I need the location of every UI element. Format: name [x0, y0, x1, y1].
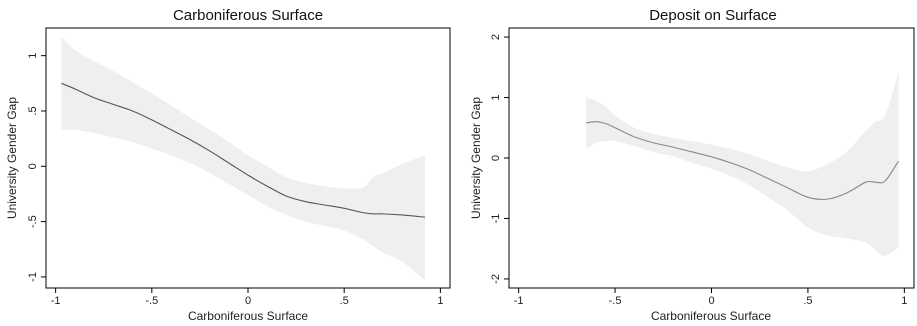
- fitted-line: [61, 82, 426, 218]
- y-axis-label: University Gender Gap: [469, 97, 483, 219]
- x-tick-label: .5: [340, 295, 349, 307]
- x-axis-label: Carboniferous Surface: [651, 309, 771, 323]
- y-tick-label: .5: [27, 106, 39, 115]
- y-tick-label: 0: [27, 163, 39, 169]
- y-tick-label: -1: [490, 214, 502, 224]
- x-tick-label: 1: [901, 295, 907, 307]
- x-tick-label: 1: [437, 295, 443, 307]
- y-tick-label: -2: [490, 274, 502, 284]
- y-axis-label: University Gender Gap: [5, 97, 19, 219]
- x-tick-label: -1: [514, 295, 524, 307]
- chart-deposit-on-surface: Deposit on Surface -1 -.5 0 .5 1 -2 -1 0 1 2 Carb…: [469, 7, 915, 323]
- y-tick-label: 0: [490, 155, 502, 161]
- x-tick-label: 0: [245, 295, 251, 307]
- x-axis-label: Carboniferous Surface: [188, 309, 308, 323]
- x-tick-label: -1: [51, 295, 61, 307]
- y-tick-label: 1: [490, 94, 502, 100]
- chart-title: Deposit on Surface: [649, 7, 777, 24]
- confidence-band: [61, 36, 425, 281]
- x-tick-label: 0: [708, 295, 714, 307]
- y-tick-label: -1: [27, 272, 39, 282]
- x-tick-label: .5: [803, 295, 812, 307]
- y-tick-label: -.5: [27, 215, 39, 228]
- x-tick-label: -.5: [145, 295, 158, 307]
- chart-carboniferous-surface: Carboniferous Surface -1 -.5 0 .5 1 -1 -.5 0 .5 1…: [5, 7, 451, 323]
- y-tick-label: 1: [27, 53, 39, 59]
- x-tick-label: -.5: [609, 295, 622, 307]
- fitted-line: [586, 121, 900, 200]
- y-tick-label: 2: [490, 34, 502, 40]
- chart-title: Carboniferous Surface: [173, 7, 323, 24]
- confidence-band: [586, 72, 899, 256]
